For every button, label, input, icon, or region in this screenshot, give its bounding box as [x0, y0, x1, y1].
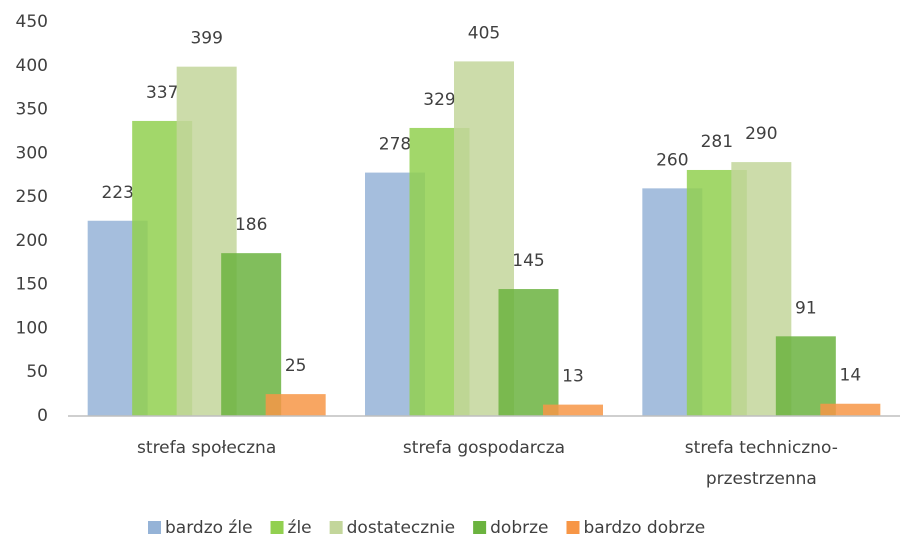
bar	[221, 253, 282, 416]
bar	[820, 403, 881, 416]
legend-label: dobrze	[490, 518, 548, 537]
y-tick-label: 450	[16, 12, 48, 32]
y-tick-label: 350	[16, 100, 48, 120]
y-tick-label: 400	[16, 56, 48, 76]
legend-label: dostatecznie	[347, 518, 455, 537]
data-label: 290	[745, 124, 777, 144]
data-label: 337	[146, 83, 178, 103]
x-tick-label: strefa gospodarcza	[403, 438, 565, 458]
y-tick-label: 200	[16, 231, 48, 251]
y-tick-label: 50	[26, 362, 48, 382]
legend-label: bardzo źle	[165, 518, 253, 537]
y-tick-label: 250	[16, 187, 48, 207]
legend-label: bardzo dobrze	[583, 518, 705, 537]
data-label: 25	[285, 356, 307, 376]
x-tick-label: strefa techniczno-przestrzenna	[685, 438, 838, 489]
legend-swatch	[270, 521, 284, 534]
y-tick-label: 100	[16, 318, 48, 338]
data-label: 186	[235, 215, 267, 235]
bar	[265, 394, 326, 416]
data-label: 91	[795, 298, 817, 318]
bar	[543, 404, 603, 416]
legend-swatch	[148, 521, 161, 534]
data-label: 405	[468, 23, 500, 43]
data-label: 281	[701, 132, 733, 152]
y-tick-label: 150	[16, 275, 48, 295]
data-label: 329	[423, 90, 455, 110]
y-tick-label: 0	[37, 406, 48, 426]
data-label: 13	[562, 367, 584, 387]
bar	[775, 336, 836, 416]
x-tick-label: strefa społeczna	[137, 438, 276, 458]
data-label: 399	[190, 29, 222, 49]
data-label: 278	[379, 135, 411, 155]
y-tick-label: 300	[16, 143, 48, 163]
legend-swatch	[566, 521, 580, 534]
legend-swatch	[473, 521, 487, 534]
bar	[498, 289, 559, 416]
data-label: 14	[840, 366, 862, 386]
data-label: 223	[101, 183, 133, 203]
data-label: 145	[512, 251, 544, 271]
data-label: 260	[656, 150, 688, 170]
legend-label: źle	[288, 518, 312, 537]
legend-swatch	[329, 521, 343, 534]
